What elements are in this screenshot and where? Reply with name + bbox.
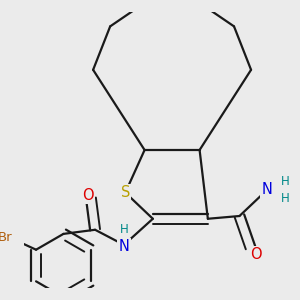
Text: Br: Br (0, 231, 12, 244)
Text: O: O (82, 188, 94, 203)
Text: H: H (281, 175, 290, 188)
Text: N: N (262, 182, 272, 197)
Text: S: S (121, 185, 130, 200)
Text: O: O (250, 247, 262, 262)
Text: N: N (118, 239, 129, 254)
Text: H: H (281, 192, 290, 205)
Text: H: H (120, 223, 128, 236)
